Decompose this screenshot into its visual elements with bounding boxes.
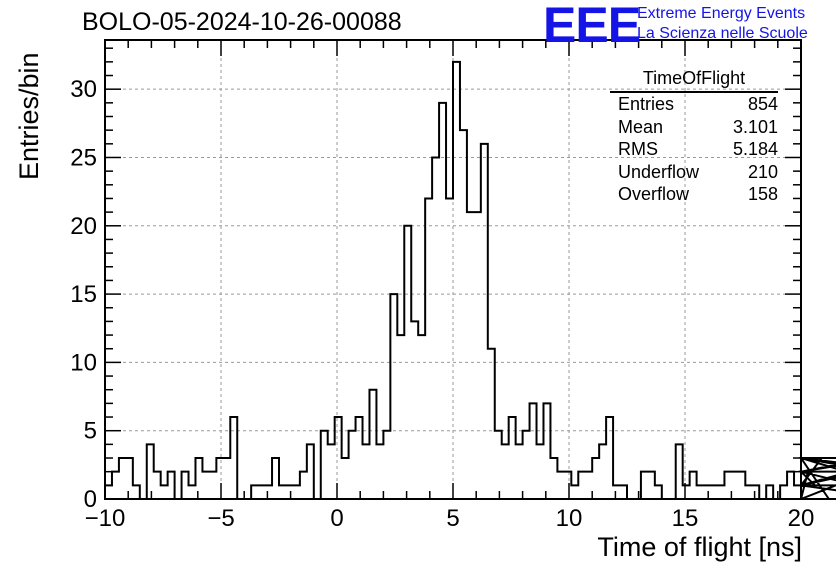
stats-row-mean: Mean 3.101 [610, 116, 778, 139]
x-axis-label: Time of flight [ns] [597, 532, 802, 562]
stats-row-entries: Entries 854 [610, 93, 778, 116]
chart-title: BOLO-05-2024-10-26-00088 [82, 8, 402, 36]
stats-label: Underflow [618, 161, 700, 182]
axis-tick-labels: −10 −5 0 5 10 15 20 0 5 10 15 20 25 30 [70, 76, 814, 532]
y-tick-label: 5 [84, 418, 97, 445]
x-tick-label: −5 [207, 505, 234, 532]
y-tick-label: 0 [84, 486, 97, 513]
stats-value: 3.101 [732, 116, 778, 137]
histogram-series-line [104, 60, 836, 500]
x-tick-label: −10 [85, 505, 126, 532]
axis-ticks [104, 40, 802, 500]
y-tick-label: 25 [70, 144, 97, 171]
logo-caption-line2: La Scienza nelle Scuole [637, 25, 808, 42]
y-tick-label: 20 [70, 213, 97, 240]
stats-label: Mean [618, 116, 664, 137]
stats-box: TimeOfFlight Entries 854 Mean 3.101 RMS … [610, 68, 778, 206]
logo-caption-line1: Extreme Energy Events [637, 5, 806, 22]
y-tick-label: 15 [70, 281, 97, 308]
x-tick-label: 15 [672, 505, 699, 532]
x-tick-label: 5 [446, 505, 459, 532]
x-tick-label: 0 [330, 505, 343, 532]
stats-label: Overflow [618, 184, 690, 204]
x-tick-label: 10 [556, 505, 583, 532]
stats-row-rms: RMS 5.184 [610, 138, 778, 161]
y-tick-label: 30 [70, 76, 97, 103]
stats-value: 158 [747, 184, 778, 204]
y-axis-label: Entries/bin [14, 52, 44, 180]
eee-logo: EEE [543, 0, 641, 53]
stats-label: RMS [618, 139, 658, 159]
stats-row-underflow: Underflow 210 [610, 161, 778, 184]
x-tick-label: 20 [788, 505, 815, 532]
stats-value: 210 [747, 161, 778, 182]
stats-row-overflow: Overflow 158 [610, 183, 778, 206]
stats-box-title: TimeOfFlight [610, 68, 778, 93]
stats-label: Entries [618, 94, 675, 114]
stats-value: 5.184 [732, 139, 778, 159]
stats-value: 854 [747, 94, 778, 114]
logo-caption: Extreme Energy Events La Scienza nelle S… [637, 4, 808, 44]
y-tick-label: 10 [70, 349, 97, 376]
